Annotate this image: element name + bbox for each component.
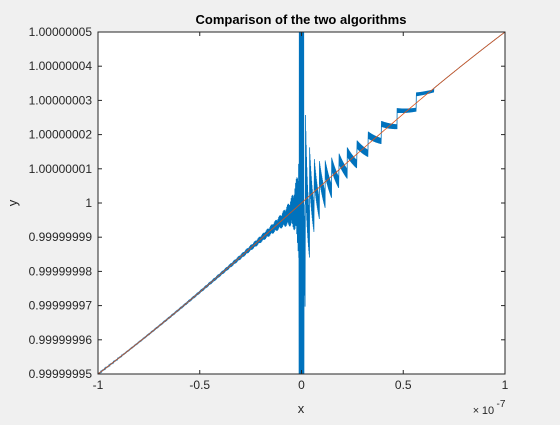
series-line-smooth	[98, 32, 505, 374]
series-layer	[98, 32, 505, 374]
y-tick-label: 1	[85, 196, 92, 210]
y-tick-label: 1.00000002	[29, 128, 93, 142]
y-ticks: 0.99999995 0.99999996 0.99999997 0.99999998…	[29, 25, 505, 381]
x-exponent-times-sign: ×	[473, 405, 479, 417]
chart-title: Comparison of the two algorithms	[196, 12, 407, 27]
y-tick-label: 0.99999995	[29, 367, 93, 381]
y-axis-label: y	[5, 199, 20, 206]
y-tick-label: 1.00000003	[29, 93, 93, 107]
y-tick-label: 0.99999996	[29, 333, 93, 347]
x-tick-label: 1	[502, 378, 509, 392]
x-ticks: -1 -0.5 0 0.5 1	[93, 32, 509, 392]
x-tick-label: 0.5	[395, 378, 412, 392]
x-tick-label: -0.5	[189, 378, 210, 392]
x-tick-label: 0	[298, 378, 305, 392]
x-exponent-label: 10 -7 ×	[473, 399, 506, 417]
y-tick-label: 1.00000005	[29, 25, 93, 39]
x-exponent-power: -7	[497, 399, 506, 410]
y-tick-label: 0.99999998	[29, 264, 93, 278]
y-tick-label: 0.99999999	[29, 230, 93, 244]
x-tick-label: -1	[93, 378, 104, 392]
x-axis-label: x	[298, 401, 305, 416]
y-tick-label: 1.00000004	[29, 59, 93, 73]
y-tick-label: 0.99999997	[29, 299, 93, 313]
y-tick-label: 1.00000001	[29, 162, 93, 176]
x-exponent-base: 10	[482, 405, 494, 417]
